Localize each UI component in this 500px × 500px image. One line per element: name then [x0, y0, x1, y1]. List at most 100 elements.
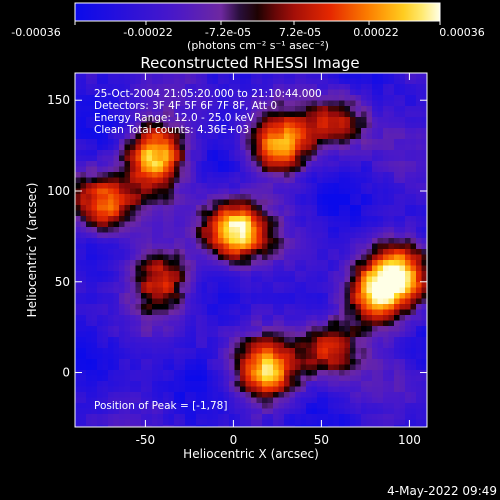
heatmap-cell [333, 397, 340, 404]
heatmap-cell [284, 205, 290, 211]
heatmap-cell [273, 271, 279, 277]
heatmap-cell [223, 166, 230, 173]
heatmap-cell [130, 205, 136, 211]
heatmap-cell [317, 232, 323, 239]
heatmap-cell [218, 320, 224, 327]
heatmap-cell [388, 84, 395, 90]
heatmap-cell [416, 293, 422, 299]
heatmap-cell [372, 139, 378, 145]
heatmap-cell [245, 348, 252, 354]
heatmap-cell [267, 386, 274, 393]
heatmap-cell [267, 166, 274, 173]
heatmap-cell [306, 260, 312, 266]
heatmap-cell [372, 414, 378, 420]
heatmap-cell [394, 359, 400, 365]
heatmap-cell [284, 221, 290, 228]
heatmap-cell [218, 210, 224, 217]
heatmap-cell [113, 122, 120, 129]
heatmap-cell [97, 403, 103, 409]
heatmap-cell [388, 293, 395, 299]
heatmap-cell [366, 216, 373, 222]
heatmap-cell [306, 364, 312, 371]
heatmap-cell [152, 370, 158, 376]
heatmap-cell [366, 276, 373, 283]
heatmap-cell [394, 144, 400, 151]
heatmap-cell [295, 276, 301, 283]
heatmap-cell [245, 414, 252, 420]
heatmap-cell [240, 287, 246, 294]
heatmap-cell [135, 172, 142, 178]
heatmap-cell [289, 364, 296, 371]
heatmap-cell [256, 381, 263, 387]
heatmap-cell [262, 342, 268, 349]
heatmap-cell [405, 298, 411, 305]
heatmap-cell [273, 265, 279, 272]
heatmap-cell [361, 78, 367, 85]
heatmap-cell [355, 276, 362, 283]
heatmap-cell [421, 133, 427, 140]
heatmap-cell [141, 249, 147, 255]
heatmap-cell [399, 155, 406, 162]
heatmap-cell [300, 271, 307, 277]
heatmap-cell [124, 331, 131, 338]
heatmap-cell [251, 249, 257, 255]
heatmap-cell [218, 403, 224, 409]
heatmap-cell [372, 210, 378, 217]
heatmap-cell [399, 353, 406, 360]
heatmap-cell [278, 381, 285, 387]
heatmap-cell [399, 95, 406, 101]
heatmap-cell [124, 177, 131, 184]
heatmap-cell [86, 243, 92, 250]
heatmap-cell [113, 397, 120, 404]
heatmap-cell [97, 221, 103, 228]
heatmap-cell [322, 144, 329, 151]
heatmap-cell [284, 155, 290, 162]
heatmap-cell [130, 359, 136, 365]
heatmap-cell [355, 298, 362, 305]
heatmap-cell [289, 359, 296, 365]
heatmap-cell [388, 100, 395, 107]
heatmap-cell [108, 320, 114, 327]
heatmap-cell [119, 419, 125, 426]
heatmap-cell [399, 419, 406, 426]
heatmap-cell [372, 386, 378, 393]
colorbar-tick-label-1: -0.00022 [123, 26, 172, 39]
heatmap-cell [377, 271, 384, 277]
heatmap-cell [102, 133, 109, 140]
heatmap-cell [218, 326, 224, 332]
heatmap-cell [383, 337, 389, 343]
heatmap-cell [317, 408, 323, 415]
heatmap-cell [256, 260, 263, 266]
heatmap-cell [223, 177, 230, 184]
heatmap-cell [256, 315, 263, 321]
heatmap-cell [317, 370, 323, 376]
heatmap-cell [240, 205, 246, 211]
heatmap-cell [295, 183, 301, 189]
heatmap-cell [245, 221, 252, 228]
heatmap-cell [289, 177, 296, 184]
heatmap-cell [344, 194, 351, 200]
heatmap-cell [185, 199, 191, 206]
heatmap-cell [201, 260, 208, 266]
heatmap-cell [256, 337, 263, 343]
heatmap-cell [75, 425, 81, 427]
heatmap-cell [273, 425, 279, 427]
heatmap-cell [416, 117, 422, 123]
heatmap-cell [240, 150, 246, 156]
heatmap-cell [289, 78, 296, 85]
heatmap-cell [141, 348, 147, 354]
heatmap-cell [207, 342, 213, 349]
heatmap-cell [102, 161, 109, 167]
heatmap-cell [317, 100, 323, 107]
heatmap-cell [262, 276, 268, 283]
heatmap-cell [229, 425, 235, 427]
heatmap-cell [251, 392, 257, 398]
heatmap-cell [245, 320, 252, 327]
heatmap-cell [91, 397, 98, 404]
heatmap-cell [355, 320, 362, 327]
heatmap-cell [300, 139, 307, 145]
heatmap-cell [212, 166, 219, 173]
heatmap-cell [405, 337, 411, 343]
heatmap-cell [102, 205, 109, 211]
heatmap-cell [152, 419, 158, 426]
